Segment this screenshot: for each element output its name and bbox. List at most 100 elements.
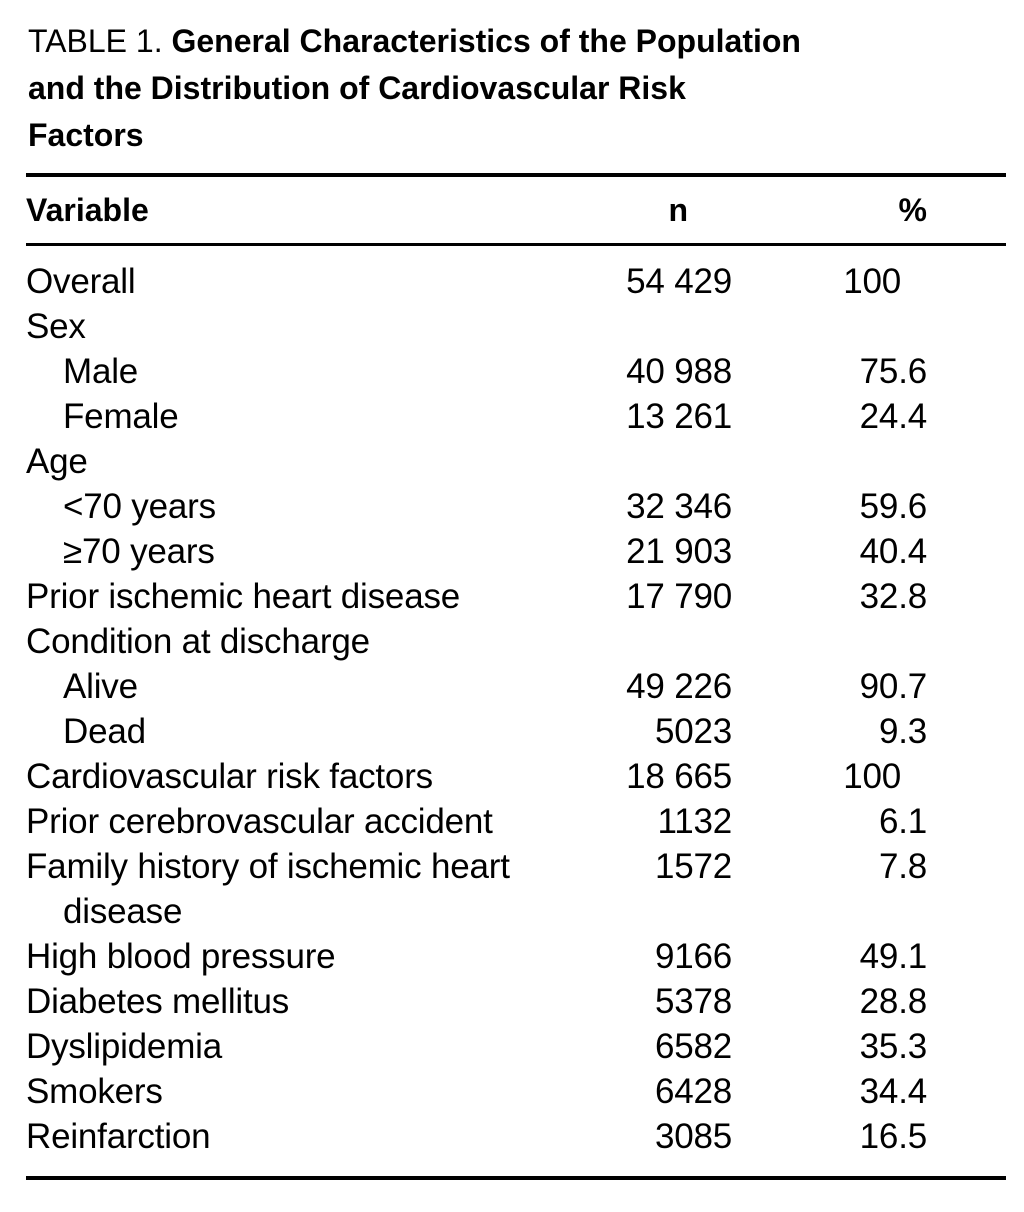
n-value: 5023 [654, 712, 732, 751]
n-value: 32 346 [626, 487, 732, 526]
pct-cell: 90.7 [732, 664, 1006, 709]
table-row: ≥70 years 21 903 40.4 [26, 529, 1006, 574]
table-title-text-3: Factors [28, 117, 144, 153]
col-header-pct: % [898, 192, 927, 228]
pct-cell: 9.3 [732, 709, 1006, 754]
pct-cell: 100 [732, 754, 1006, 799]
n-value: 9166 [654, 937, 732, 976]
row-label: Prior ischemic heart disease [26, 577, 461, 616]
n-value: 18 665 [626, 757, 732, 796]
table-row: High blood pressure 9166 49.1 [26, 934, 1006, 979]
pct-cell: 32.8 [732, 574, 1006, 619]
pct-cell: 28.8 [732, 979, 1006, 1024]
row-label: Alive [63, 667, 138, 706]
pct-value: 100 [843, 262, 901, 301]
pct-cell: 100 [732, 259, 1006, 304]
pct-cell: 49.1 [732, 934, 1006, 979]
table-row: <70 years 32 346 59.6 [26, 484, 1006, 529]
n-value: 49 226 [626, 667, 732, 706]
table-row: Male 40 988 75.6 [26, 349, 1006, 394]
table-body: Overall 54 429 100 Sex Male 40 988 75.6 … [26, 246, 1006, 1176]
table-row: Sex [26, 304, 1006, 349]
n-value: 21 903 [626, 532, 732, 571]
pct-value: 35.3 [859, 1027, 928, 1066]
pct-cell: 35.3 [732, 1024, 1006, 1069]
pct-value: 32.8 [859, 577, 928, 616]
table-row: Reinfarction 3085 16.5 [26, 1114, 1006, 1159]
bottom-rule [26, 1176, 1006, 1180]
row-label: Overall [26, 262, 136, 301]
table-row: Age [26, 439, 1006, 484]
pct-value: 6.1 [878, 802, 927, 841]
row-label: Diabetes mellitus [26, 982, 290, 1021]
header-rule [26, 243, 1006, 246]
n-value: 1132 [657, 802, 733, 841]
table-row: Prior cerebrovascular accident 1132 6.1 [26, 799, 1006, 844]
pct-cell: 75.6 [732, 349, 1006, 394]
table-row: Prior ischemic heart disease 17 790 32.8 [26, 574, 1006, 619]
table-number: TABLE 1. [28, 23, 172, 59]
row-label: Male [63, 352, 139, 391]
pct-cell: 6.1 [732, 799, 1006, 844]
table-title-text-1: General Characteristics of the Populatio… [171, 23, 801, 59]
n-value: 6428 [654, 1072, 732, 1111]
row-label: Sex [26, 307, 86, 346]
table-title-text-2: and the Distribution of Cardiovascular R… [28, 70, 686, 106]
n-value: 40 988 [626, 352, 732, 391]
pct-value: 75.6 [859, 352, 928, 391]
pct-cell: 34.4 [732, 1069, 1006, 1114]
row-label: Smokers [26, 1072, 163, 1111]
header-row: Variable n % [26, 177, 1006, 243]
table-figure: TABLE 1. General Characteristics of the … [26, 18, 1006, 1180]
pct-value: 24.4 [859, 397, 928, 436]
n-value: 13 261 [626, 397, 732, 436]
pct-value: 28.8 [859, 982, 928, 1021]
pct-value: 34.4 [859, 1072, 928, 1111]
pct-value: 90.7 [859, 667, 928, 706]
row-label: Dead [63, 712, 146, 751]
row-label: Dyslipidemia [26, 1027, 222, 1066]
pct-value: 16.5 [859, 1117, 928, 1156]
row-label: <70 years [63, 487, 216, 526]
pct-cell: 59.6 [732, 484, 1006, 529]
pct-value: 7.8 [878, 847, 927, 886]
n-value: 5378 [654, 982, 732, 1021]
row-label: Family history of ischemic heart disease [26, 844, 582, 934]
n-value: 17 790 [626, 577, 732, 616]
n-value: 6582 [654, 1027, 732, 1066]
table-row: Cardiovascular risk factors 18 665 100 [26, 754, 1006, 799]
pct-value: 100 [843, 757, 901, 796]
pct-value: 59.6 [859, 487, 928, 526]
table-row: Condition at discharge [26, 619, 1006, 664]
pct-cell: 24.4 [732, 394, 1006, 439]
table-row: Diabetes mellitus 5378 28.8 [26, 979, 1006, 1024]
pct-value: 40.4 [859, 532, 928, 571]
row-label: Condition at discharge [26, 622, 370, 661]
top-rule [26, 173, 1006, 177]
row-label: Reinfarction [26, 1117, 211, 1156]
n-value: 1572 [654, 847, 732, 886]
n-value: 3085 [654, 1117, 732, 1156]
table-title: TABLE 1. General Characteristics of the … [28, 18, 1006, 159]
row-label: Age [26, 442, 88, 481]
row-label: Prior cerebrovascular accident [26, 802, 493, 841]
table-row: Alive 49 226 90.7 [26, 664, 1006, 709]
pct-cell: 7.8 [732, 844, 1006, 889]
row-label: ≥70 years [63, 532, 215, 571]
pct-cell: 16.5 [732, 1114, 1006, 1159]
n-value: 54 429 [626, 262, 732, 301]
pct-value: 49.1 [859, 937, 928, 976]
table-row: Overall 54 429 100 [26, 259, 1006, 304]
col-header-n: n [668, 192, 688, 228]
table-row: Dead 5023 9.3 [26, 709, 1006, 754]
row-label-line1: Family history of ischemic heart [26, 847, 510, 886]
table-row: Smokers 6428 34.4 [26, 1069, 1006, 1114]
table-row: Family history of ischemic heart disease… [26, 844, 1006, 934]
row-label: High blood pressure [26, 937, 336, 976]
col-header-variable: Variable [26, 192, 149, 228]
row-label: Cardiovascular risk factors [26, 757, 433, 796]
pct-value: 9.3 [878, 712, 927, 751]
row-label: Female [63, 397, 179, 436]
pct-cell: 40.4 [732, 529, 1006, 574]
table-row: Dyslipidemia 6582 35.3 [26, 1024, 1006, 1069]
